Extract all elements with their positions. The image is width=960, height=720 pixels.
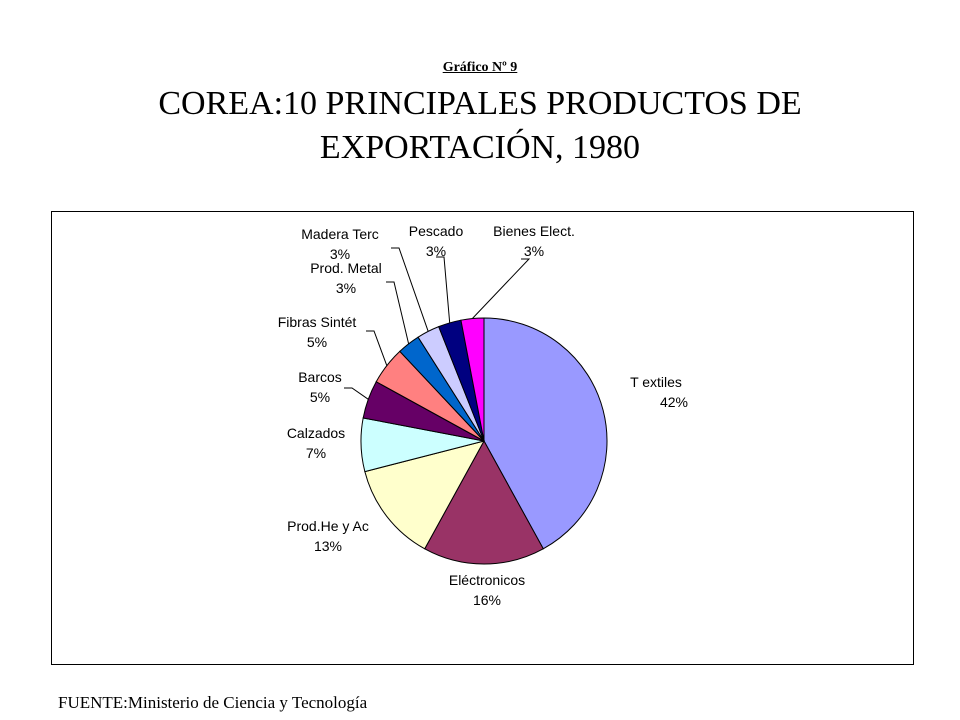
slice-value-bienes-elect: 3% (524, 243, 544, 259)
slice-label-barcos: Barcos (298, 369, 342, 385)
chart-title-line-1: COREA:10 PRINCIPALES PRODUCTOS DE (158, 85, 802, 122)
chart-title-line-2: EXPORTACIÓN, 1980 (319, 129, 641, 166)
chart-area: T extiles 42% Eléctronicos 16% Prod.He y Ac 1… (51, 211, 914, 665)
leader-line-prod-metal (386, 281, 410, 344)
slice-value-prod-he-y-ac: 13% (314, 538, 342, 554)
figure-label: Gráfico Nº 9 (442, 60, 518, 75)
leader-line-madera-terc (391, 247, 429, 332)
pie-slice-el-ctronicos (424, 439, 544, 565)
slice-value-el-ctronicos: 16% (473, 592, 501, 608)
slice-label-t-extiles: T extiles (630, 374, 682, 390)
slice-label-madera-terc: Madera Terc (301, 226, 379, 242)
slice-label-calzados: Calzados (287, 425, 345, 441)
slice-value-barcos: 5% (310, 389, 330, 405)
slice-label-pescado: Pescado (409, 223, 464, 239)
slice-value-prod-metal: 3% (336, 280, 356, 296)
chart-title: COREA:10 PRINCIPALES PRODUCTOS DE EXPORT… (0, 82, 960, 170)
pie-slice-t-extiles (483, 317, 608, 550)
source-note: FUENTE:Ministerio de Ciencia y Tecnologí… (58, 693, 368, 712)
leader-line-barcos (344, 387, 369, 400)
slice-value-madera-terc: 3% (330, 246, 350, 262)
slice-label-fibras-sint-t: Fibras Sintét (278, 314, 357, 330)
pie-slice-bienes-elect (460, 317, 485, 442)
leader-line-fibras-sint-t (366, 330, 388, 366)
slice-value-pescado: 3% (426, 243, 446, 259)
leader-line-bienes-elect (472, 258, 531, 319)
slice-label-prod-metal: Prod. Metal (310, 260, 382, 276)
pie-slice-prod-he-y-ac (364, 440, 485, 550)
slice-value-fibras-sint-t: 5% (307, 334, 327, 350)
leader-line-pescado (436, 256, 451, 323)
slice-label-bienes-elect: Bienes Elect. (493, 223, 575, 239)
slice-value-t-extiles: 42% (660, 394, 688, 410)
slice-value-calzados: 7% (306, 445, 326, 461)
pie-chart: T extiles 42% Eléctronicos 16% Prod.He y Ac 1… (278, 223, 688, 608)
slice-label-prod-he-y-ac: Prod.He y Ac (287, 518, 369, 534)
slice-label-el-ctronicos: Eléctronicos (449, 572, 525, 588)
